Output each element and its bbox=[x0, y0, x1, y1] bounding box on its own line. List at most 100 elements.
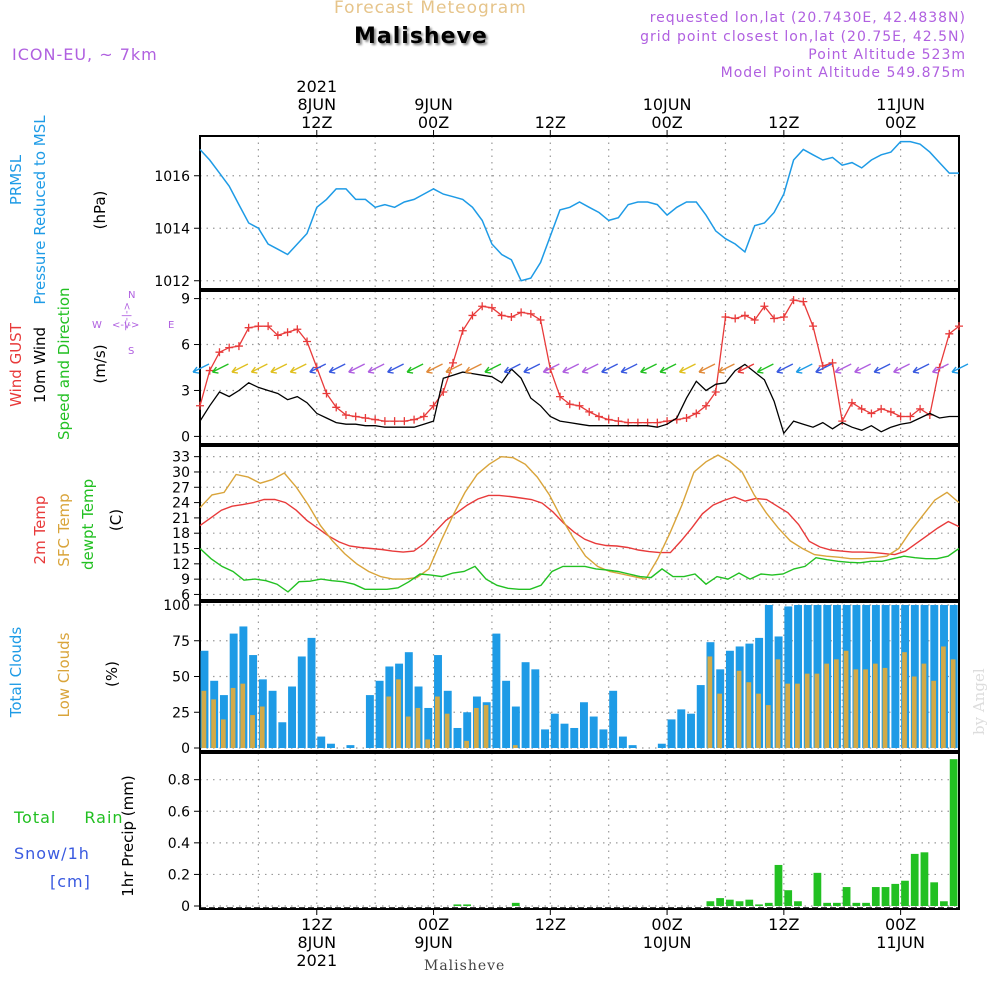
wind-gust-marker bbox=[225, 343, 234, 352]
total-cloud-bar bbox=[404, 652, 413, 748]
rain-bar bbox=[891, 883, 900, 906]
wind-gust-marker bbox=[303, 337, 312, 346]
total-cloud-bar bbox=[667, 719, 676, 748]
low-cloud-bar bbox=[415, 707, 421, 748]
wind-gust-marker bbox=[828, 358, 837, 367]
wind-gust-marker bbox=[478, 302, 487, 311]
total-cloud-bar bbox=[463, 712, 472, 748]
wind-gust-marker bbox=[205, 366, 214, 375]
wind-gust-marker bbox=[886, 407, 895, 416]
snow-label: Snow/1h bbox=[14, 844, 90, 863]
bottom-day-label: 9JUN bbox=[414, 933, 453, 952]
wind-gust-marker bbox=[731, 314, 740, 323]
rain-bar bbox=[842, 887, 851, 906]
total-cloud-bar bbox=[725, 650, 734, 748]
bottom-time-label: 12Z bbox=[301, 915, 332, 934]
wind-direction-arrow bbox=[328, 363, 346, 374]
low-cloud-bar bbox=[863, 669, 868, 748]
wind-direction-arrow bbox=[289, 363, 307, 374]
temperature-line bbox=[199, 454, 960, 580]
wind-direction-arrow bbox=[192, 363, 210, 374]
low-cloud-bar bbox=[250, 715, 255, 748]
wind-gust-marker bbox=[322, 389, 331, 398]
temperature-line bbox=[199, 494, 960, 556]
low-cloud-bar bbox=[425, 739, 431, 748]
wind-direction-arrow bbox=[562, 363, 580, 374]
y-tick-label: 33 bbox=[172, 450, 190, 466]
total-cloud-bar bbox=[696, 685, 705, 748]
total-cloud-bar bbox=[365, 695, 374, 748]
wind-gust-marker bbox=[799, 297, 808, 306]
y-tick-label: 6 bbox=[181, 338, 190, 354]
wind-gust-marker bbox=[556, 392, 565, 401]
wind-gust-marker bbox=[906, 412, 915, 421]
compass-west-label: W bbox=[92, 320, 102, 331]
wind-direction-arrow bbox=[211, 363, 229, 374]
y-tick-label: 6 bbox=[181, 587, 190, 603]
y-tick-label: 0.4 bbox=[168, 836, 190, 852]
rain-bar bbox=[940, 901, 948, 906]
total-cloud-bar bbox=[511, 706, 520, 748]
wind-gust-marker bbox=[380, 417, 389, 426]
y-tick-label: 0.8 bbox=[168, 773, 190, 789]
wind-direction-arrow bbox=[484, 363, 502, 374]
total-cloud-bar bbox=[599, 729, 608, 748]
wind-gust-marker bbox=[283, 328, 292, 337]
low-cloud-bar bbox=[853, 669, 859, 748]
wind-gust-marker bbox=[789, 296, 798, 305]
panel-frame bbox=[199, 752, 960, 910]
low-cloud-bar bbox=[950, 659, 956, 748]
y-tick-label: 18 bbox=[172, 526, 190, 542]
rain-bar bbox=[725, 899, 734, 906]
total-cloud-bar bbox=[375, 680, 384, 748]
wind-gust-marker bbox=[838, 417, 847, 426]
total-cloud-bar bbox=[268, 690, 277, 748]
total-cloud-bar bbox=[930, 605, 939, 748]
wind-gust-marker bbox=[614, 417, 623, 426]
wind-gust-marker bbox=[750, 316, 759, 325]
bottom-day-label: 8JUN bbox=[297, 933, 336, 952]
y-tick-label: 9 bbox=[181, 572, 190, 588]
bottom-day-label: 10JUN bbox=[643, 933, 692, 952]
low-cloud-bar bbox=[201, 690, 207, 748]
total-cloud-bar bbox=[609, 690, 618, 748]
y-tick-label: 0.2 bbox=[168, 867, 190, 883]
wind-gust-marker bbox=[526, 309, 535, 318]
rain-bar bbox=[871, 887, 880, 906]
low-cloud-bar bbox=[396, 679, 401, 748]
compass-north-label: N bbox=[128, 290, 136, 301]
wind-gust-marker bbox=[585, 407, 594, 416]
wind-direction-arrow bbox=[854, 363, 872, 374]
low-cloud-bar bbox=[240, 683, 246, 748]
low-cloud-bar bbox=[902, 652, 907, 748]
total-cloud-bar bbox=[521, 662, 530, 748]
y-tick-label: 0 bbox=[181, 899, 190, 915]
low-cloud-bar bbox=[259, 706, 265, 748]
total-cloud-bar bbox=[589, 716, 598, 748]
wind-gust-marker bbox=[400, 417, 409, 426]
page-title: Malisheve bbox=[354, 24, 488, 49]
y-tick-label: 100 bbox=[163, 598, 190, 614]
panel-frame bbox=[199, 290, 960, 445]
wind-gust-marker bbox=[419, 412, 428, 421]
total-cloud-bar bbox=[891, 605, 900, 748]
subtitle: Forecast Meteogram bbox=[334, 0, 527, 18]
wind-direction-arrow bbox=[348, 363, 366, 374]
wind-direction-arrow bbox=[795, 363, 813, 374]
point-altitude: Point Altitude 523m bbox=[808, 47, 966, 63]
low-cloud-bar bbox=[834, 659, 839, 748]
y-tick-label: 25 bbox=[172, 705, 190, 721]
wind-direction-arrow bbox=[912, 363, 930, 374]
total-cloud-bar bbox=[502, 680, 511, 748]
top-time-label: 00Z bbox=[885, 113, 916, 132]
wind-gust-marker bbox=[896, 412, 905, 421]
wind-gust-marker bbox=[604, 415, 613, 424]
top-time-label: 12Z bbox=[535, 113, 566, 132]
bottom-time-label: 00Z bbox=[418, 915, 449, 934]
bottom-time-label: 00Z bbox=[651, 915, 682, 934]
rain-bar bbox=[862, 902, 870, 906]
y-tick-label: 1016 bbox=[154, 169, 190, 185]
low-cloud-bar bbox=[795, 683, 800, 748]
wind-direction-arrow bbox=[640, 363, 657, 374]
